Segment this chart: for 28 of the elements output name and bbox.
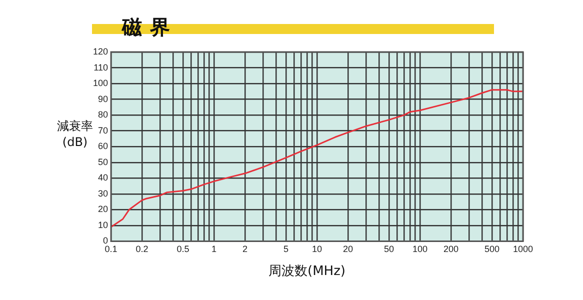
y-tick-label: 40 [98, 172, 108, 183]
x-tick-label: 0.1 [104, 244, 118, 254]
y-tick-label: 70 [98, 125, 108, 136]
y-tick-label: 80 [98, 110, 108, 120]
x-tick-label: 200 [443, 244, 459, 254]
y-tick-label: 30 [98, 188, 108, 198]
y-tick-label: 120 [92, 46, 108, 56]
y-tick-label: 90 [98, 94, 108, 104]
y-tick-label: 20 [98, 204, 108, 214]
x-tick-label: 0.2 [136, 244, 148, 254]
y-tick-label: 100 [92, 78, 108, 88]
x-tick-label: 0.5 [176, 244, 190, 254]
x-axis-title: 周波数(MHz) [268, 263, 346, 280]
x-tick-label: 1 [212, 244, 217, 254]
x-tick-label: 10 [312, 244, 322, 254]
y-tick-label: 0 [103, 236, 108, 246]
x-tick-label: 1000 [512, 244, 534, 254]
x-tick-label: 20 [343, 244, 354, 254]
y-tick-label: 60 [98, 141, 108, 152]
x-tick-label: 50 [384, 244, 394, 254]
x-tick-label: 5 [283, 244, 289, 254]
x-tick-label: 500 [484, 244, 500, 254]
x-tick-label: 100 [412, 244, 428, 254]
y-tick-label: 50 [98, 156, 108, 167]
y-axis-title: 減衰率(dB) [56, 118, 94, 150]
y-tick-label: 110 [94, 62, 108, 72]
y-tick-label: 10 [98, 220, 108, 230]
x-tick-label: 2 [242, 244, 248, 254]
